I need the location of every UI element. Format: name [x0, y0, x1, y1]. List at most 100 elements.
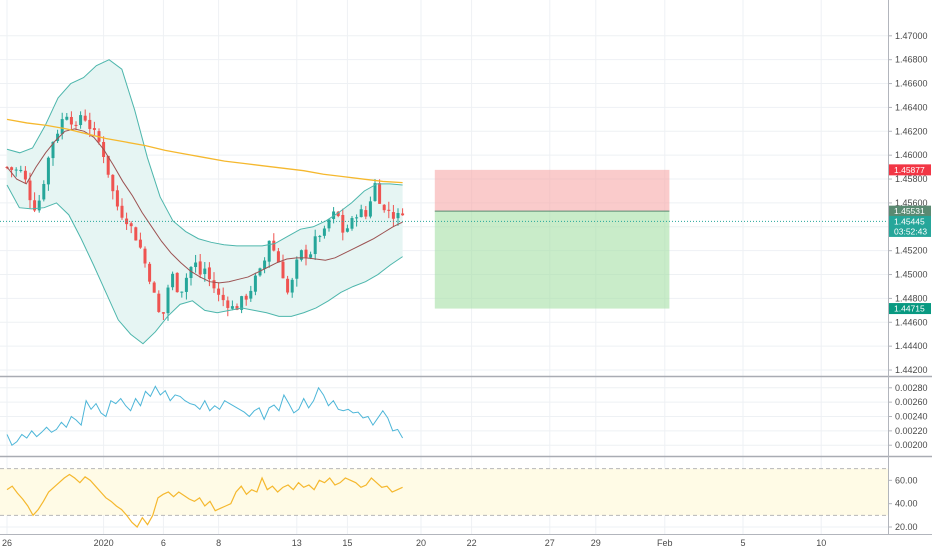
candle-body [373, 183, 377, 201]
candle-body [33, 200, 37, 211]
rsi-line [6, 473, 403, 528]
price-tick-label: 1.44800 [895, 293, 928, 303]
candle-body [368, 201, 372, 217]
candle-body [194, 262, 198, 268]
candle-body [138, 239, 142, 248]
price-tag-label: 1.45445 [894, 216, 925, 226]
price-tick-label: 1.47000 [895, 31, 928, 41]
candle-body [313, 236, 317, 255]
candle-body [14, 169, 18, 171]
candle-body [120, 205, 124, 218]
price-tick-label: 1.46200 [895, 126, 928, 136]
candle-body [60, 119, 64, 134]
indicator-line-lower [6, 184, 403, 345]
candle-body [249, 290, 253, 299]
candle-body [359, 209, 363, 218]
time-tick-label: 13 [292, 538, 302, 548]
candle-body [175, 272, 179, 293]
price-tick-label: 1.45200 [895, 246, 928, 256]
candle-body [88, 119, 92, 129]
candle-body [184, 277, 188, 292]
candle-body [336, 211, 340, 217]
price-tag [889, 205, 931, 217]
candle-body [207, 267, 211, 280]
candle-body [355, 217, 359, 219]
candle-body [157, 293, 161, 312]
rsi-tick-label: 60.00 [895, 475, 918, 485]
candle-body [244, 295, 248, 300]
candle-body [143, 248, 147, 264]
time-tick-label: 20 [416, 538, 426, 548]
price-tick-label: 1.45000 [895, 270, 928, 280]
candle-body [350, 218, 354, 229]
take-profit-zone [434, 211, 670, 309]
time-tick-label: 26 [2, 538, 12, 548]
candle-body [166, 287, 170, 314]
candle-body [387, 209, 391, 211]
candle-body [396, 213, 400, 219]
price-tick-label: 1.45600 [895, 198, 928, 208]
candle-body [83, 115, 87, 121]
volatility-tick-label: 0.00260 [895, 397, 928, 407]
price-tick-label: 1.44600 [895, 317, 928, 327]
short-position-tool[interactable] [434, 169, 670, 309]
stop-loss-zone [434, 169, 670, 212]
price-tick-label: 1.44200 [895, 365, 928, 375]
volatility-tick-label: 0.00200 [895, 440, 928, 450]
candle-body [327, 219, 331, 229]
candle-body [286, 278, 290, 293]
indicator-line-basis [6, 128, 403, 284]
candle-body [115, 190, 119, 207]
candle-body [253, 275, 257, 292]
candle-body [309, 254, 313, 258]
price-tag-label: 1.45531 [894, 206, 925, 216]
candle-body [19, 169, 23, 171]
bollinger-band [7, 59, 403, 344]
indicator-lines [6, 59, 403, 345]
candle-body [51, 141, 55, 159]
candle-body [318, 236, 322, 238]
candle-body [23, 170, 27, 180]
candle-body [180, 291, 184, 293]
indicator-line-upper [6, 59, 403, 247]
candle-body [382, 204, 386, 211]
candle-body [56, 133, 60, 142]
price-tag [889, 164, 931, 176]
time-tick-label: 2020 [94, 538, 114, 548]
rsi-tick-label: 40.00 [895, 499, 918, 509]
candle-body [212, 280, 216, 289]
time-tick-label: 10 [816, 538, 826, 548]
price-tag [889, 225, 931, 237]
rsi-tick-label: 20.00 [895, 522, 918, 532]
time-axis[interactable]: 26 2020 6 8 13 15 20 22 27 29 Feb 5 10 [2, 538, 826, 548]
price-tag-label: 1.45877 [894, 165, 925, 175]
price-tick-label: 1.44400 [895, 341, 928, 351]
candle-body [134, 227, 138, 241]
candle-body [267, 240, 271, 262]
candle-body [46, 157, 50, 185]
candle-body [276, 251, 280, 263]
price-tag-label: 1.44715 [894, 304, 925, 314]
time-tick-label: 5 [740, 538, 745, 548]
candle-body [74, 124, 78, 126]
volatility-pane [6, 385, 404, 446]
candle-body [152, 282, 156, 293]
time-tick-label: 27 [545, 538, 555, 548]
candle-body [281, 261, 285, 279]
candle-body [198, 261, 202, 275]
time-tick-label: 22 [467, 538, 477, 548]
volatility-tick-label: 0.00220 [895, 426, 928, 436]
candle-body [235, 306, 239, 310]
price-axis[interactable]: 1.47000 1.46800 1.46600 1.46400 1.46200 1.460… [888, 31, 928, 532]
price-tick-label: 1.46000 [895, 150, 928, 160]
candle-body [295, 259, 299, 279]
indicator-line-ma [6, 118, 403, 184]
candle-body [226, 300, 230, 308]
candle-body [401, 213, 405, 216]
price-tag [889, 303, 931, 315]
volatility-tick-label: 0.00240 [895, 412, 928, 422]
candle-body [290, 279, 294, 293]
candle-body [42, 183, 46, 200]
